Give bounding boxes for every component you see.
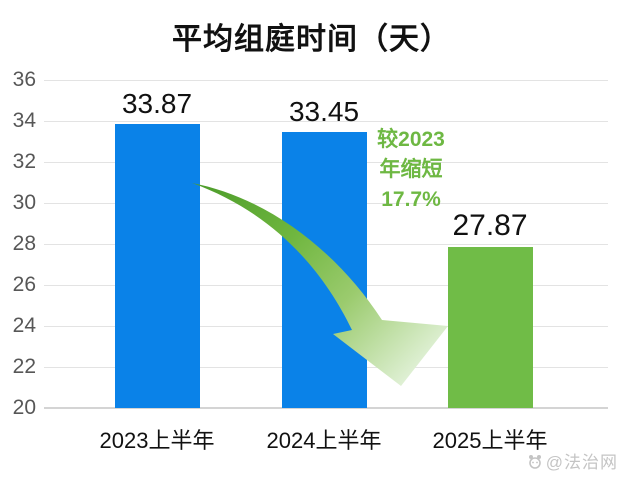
data-label: 27.87 bbox=[452, 208, 528, 242]
watermark-text: @法治网 bbox=[545, 453, 618, 472]
bar-2025上半年 bbox=[447, 246, 533, 408]
chart-title: 平均组庭时间（天） bbox=[172, 23, 451, 56]
y-axis-tick-label: 24 bbox=[12, 314, 36, 337]
x-axis-category-label: 2025上半年 bbox=[432, 428, 548, 453]
x-axis-category-label: 2024上半年 bbox=[266, 428, 382, 453]
y-axis-tick-label: 22 bbox=[12, 355, 36, 378]
x-axis-category-label: 2023上半年 bbox=[99, 428, 215, 453]
bar-2024上半年 bbox=[281, 132, 367, 408]
x-axis-line bbox=[44, 407, 608, 409]
annotation-line-1: 较2023 bbox=[377, 128, 445, 151]
data-label: 33.45 bbox=[288, 96, 360, 128]
y-axis-tick-label: 20 bbox=[12, 396, 36, 419]
y-axis-tick-label: 34 bbox=[12, 109, 36, 132]
watermark-logo-icon bbox=[528, 454, 541, 469]
bar-2023上半年 bbox=[114, 123, 200, 408]
annotation-line-3: 17.7% bbox=[381, 188, 441, 211]
y-axis-tick-label: 32 bbox=[12, 150, 36, 173]
y-axis-tick-label: 36 bbox=[12, 68, 36, 91]
gridline bbox=[44, 120, 608, 122]
y-axis-tick-label: 26 bbox=[12, 273, 36, 296]
data-label: 33.87 bbox=[121, 87, 193, 119]
y-axis-tick-label: 28 bbox=[12, 232, 36, 255]
annotation-label: 较2023 年缩短 17.7% bbox=[363, 125, 459, 215]
annotation-line-2: 年缩短 bbox=[379, 158, 443, 181]
y-axis-tick-label: 30 bbox=[12, 191, 36, 214]
watermark: @法治网 bbox=[527, 448, 618, 473]
gridline bbox=[44, 79, 608, 81]
